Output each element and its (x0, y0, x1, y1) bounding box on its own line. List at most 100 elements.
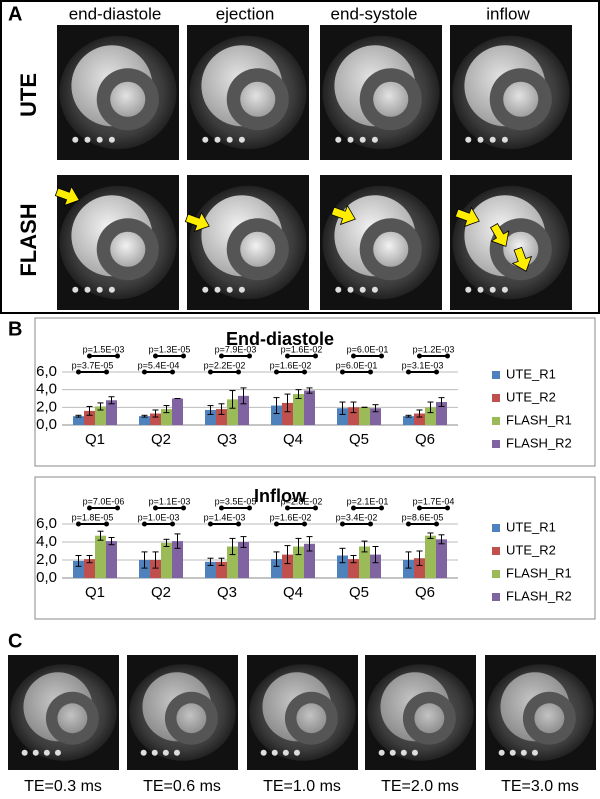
p-value: p=6.0E-01 (336, 360, 378, 370)
mri-vessel (96, 286, 103, 293)
p-value: p=1.4E-03 (204, 512, 246, 522)
error-bar (108, 537, 115, 546)
bar (337, 555, 348, 578)
x-tick-label: Q2 (151, 431, 171, 448)
x-tick-label: Q2 (151, 584, 171, 601)
legend-label: UTE_R2 (506, 542, 556, 557)
error-bar (273, 551, 280, 567)
bracket-end (406, 369, 411, 375)
p-value: p=6.0E-01 (347, 344, 389, 354)
column-title: end-diastole (69, 4, 162, 23)
p-value: p=3.7E-05 (72, 360, 114, 370)
bar (282, 554, 293, 578)
error-bar (108, 396, 115, 405)
panel-label: B (8, 318, 22, 340)
bar (271, 559, 282, 578)
bracket-end (313, 505, 318, 511)
error-bar (350, 401, 357, 414)
mri-lumen (176, 703, 207, 734)
chart-title: Inflow (254, 486, 307, 506)
mri-lumen (110, 231, 146, 267)
y-tick-label: 2,0 (36, 551, 57, 568)
mri-vessel (43, 749, 50, 756)
p-value: p=2.2E-02 (204, 360, 246, 370)
te-label: TE=0.6 ms (143, 778, 221, 795)
bracket-end (170, 521, 175, 527)
error-bar (339, 401, 346, 415)
y-tick-label: 6,0 (36, 363, 57, 380)
bracket-end (247, 505, 252, 511)
bracket-end (153, 353, 158, 359)
error-bar (141, 414, 148, 418)
y-tick-label: 0,0 (36, 569, 57, 586)
bracket-end (236, 369, 241, 375)
bar (150, 413, 161, 425)
mri-vessel (501, 286, 508, 293)
bracket-end (236, 521, 241, 527)
chart-title: End-diastole (226, 329, 334, 349)
mri-vessel (335, 286, 342, 293)
mri-vessel (400, 749, 407, 756)
legend-label: UTE_R1 (506, 366, 556, 381)
p-value: p=1.2E-03 (413, 344, 455, 354)
bar (139, 560, 150, 578)
legend-swatch (492, 547, 500, 555)
bracket-end (274, 521, 279, 527)
bracket-end (406, 521, 411, 527)
mri-vessel (72, 136, 79, 143)
mri-vessel (173, 749, 180, 756)
p-value: p=1.8E-05 (72, 512, 114, 522)
bar (238, 542, 249, 578)
bar (414, 558, 425, 578)
bar (370, 408, 381, 425)
mri-lumen (373, 81, 409, 117)
bar (304, 390, 315, 425)
bracket-end (434, 369, 439, 375)
bracket-end (247, 353, 252, 359)
mri-vessel (520, 749, 527, 756)
legend-swatch (492, 570, 500, 578)
error-bar (273, 397, 280, 415)
legend-label: FLASH_R1 (506, 565, 572, 580)
error-bar (405, 551, 412, 569)
p-value: p=1.6E-02 (270, 512, 312, 522)
error-bar (163, 405, 170, 414)
bracket-end (208, 369, 213, 375)
error-bar (372, 546, 379, 564)
legend-swatch (492, 440, 500, 448)
te-label: TE=3.0 ms (501, 778, 579, 795)
bar (150, 560, 161, 578)
y-tick-label: 0,0 (36, 416, 57, 433)
mri-lumen (110, 81, 146, 117)
mri-vessel (54, 749, 61, 756)
mri-vessel (371, 136, 378, 143)
mri-vessel (84, 136, 91, 143)
panel-label: C (8, 630, 22, 652)
p-value: p=7.9E-03 (215, 344, 257, 354)
bracket-end (104, 521, 109, 527)
bar (436, 402, 447, 425)
bar (139, 416, 150, 425)
images (8, 25, 596, 770)
mri-vessel (214, 136, 221, 143)
y-tick-label: 4,0 (36, 533, 57, 550)
error-bar (427, 401, 434, 414)
p-value: p=3.1E-03 (402, 360, 444, 370)
error-bar (174, 533, 181, 549)
bracket-end (181, 353, 186, 359)
bracket-end (368, 369, 373, 375)
panel-a-frame (0, 0, 600, 314)
bracket-end (285, 353, 290, 359)
error-bar (295, 389, 302, 399)
error-bar (97, 530, 104, 541)
error-bar (207, 557, 214, 566)
mri-vessel (465, 286, 472, 293)
bar (106, 400, 117, 425)
bracket-end (302, 369, 307, 375)
error-bar (97, 402, 104, 411)
bar (436, 539, 447, 578)
p-value: p=1.1E-03 (149, 496, 191, 506)
chart-frame (34, 317, 596, 467)
x-tick-label: Q1 (85, 431, 105, 448)
error-bar (152, 551, 159, 569)
